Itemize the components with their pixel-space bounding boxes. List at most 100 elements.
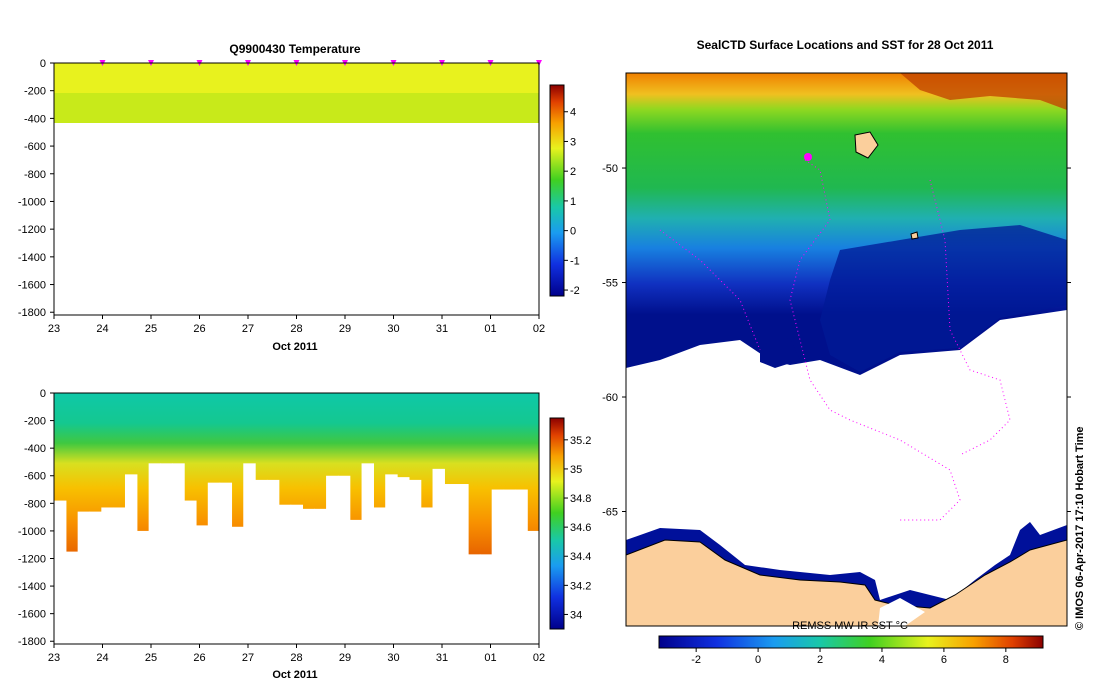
seal-track-3	[659, 229, 761, 351]
temperature-surface-layer	[54, 63, 539, 93]
ice-shelf-gap	[878, 598, 925, 626]
colorbar-tick-label: 34.6	[570, 522, 591, 534]
profile-blank-17	[255, 479, 268, 644]
profile-blank-32	[432, 468, 445, 644]
profile-blank-20	[290, 504, 304, 644]
x-tick-label: 26	[193, 652, 205, 664]
map-y-tick-label: -60	[602, 392, 618, 404]
profile-blank-26	[361, 463, 374, 644]
x-tick-label: 01	[484, 323, 496, 335]
profile-blank-21	[302, 179, 315, 315]
x-tick-label: 29	[339, 323, 351, 335]
profile-blank-24	[337, 475, 351, 644]
salinity-colorbar	[549, 417, 565, 630]
sst-colorbar-tick-label: 0	[755, 654, 761, 666]
x-tick-label: 24	[96, 652, 108, 664]
colorbar-tick-label: 0	[570, 226, 576, 238]
temperature-x-axis: 23 24 25 26 27 28 29 30 31 01 02	[48, 315, 545, 335]
x-tick-label: 25	[145, 323, 157, 335]
x-tick-label: 30	[387, 652, 399, 664]
profile-blank-36	[479, 225, 493, 315]
profile-blank-26	[361, 133, 374, 315]
profile-blank-20	[290, 175, 304, 315]
profile-blank-25	[349, 190, 363, 315]
profile-blank-38	[503, 489, 516, 644]
temperature-colorbar	[549, 84, 565, 297]
x-tick-label: 24	[96, 323, 108, 335]
colorbar-tick-label: -2	[570, 285, 580, 297]
profile-blank-9	[160, 463, 173, 644]
x-tick-label: 27	[242, 652, 254, 664]
y-tick-label: -200	[24, 416, 46, 428]
x-tick-label: 31	[436, 652, 448, 664]
y-tick-label: 0	[40, 58, 46, 70]
y-tick-label: -400	[24, 443, 46, 455]
x-tick-label: 30	[387, 323, 399, 335]
profile-blank-32	[432, 139, 445, 315]
colorbar-tick-label: 34	[570, 609, 582, 621]
salinity-blank-mask	[54, 463, 540, 644]
profile-blank-10	[172, 133, 185, 315]
x-tick-label: 02	[533, 652, 545, 664]
map-y-axis: -50 -55 -60 -65	[602, 163, 1071, 519]
profile-blank-13	[207, 153, 221, 315]
profile-blank-25	[349, 519, 363, 644]
y-tick-label: -1600	[18, 280, 46, 292]
profile-blank-16	[243, 463, 256, 644]
colorbar-tick-label: 34.4	[570, 551, 591, 563]
profile-blank-23	[326, 146, 339, 315]
profile-blank-28	[385, 144, 398, 315]
y-tick-label: -1400	[18, 252, 46, 264]
profile-blank-29	[397, 147, 410, 315]
profile-blank-2	[77, 511, 91, 644]
profile-blank-40	[527, 201, 540, 315]
y-tick-label: -200	[24, 86, 46, 98]
salinity-panel: 0 -200 -400 -600 -800 -1000 -1200 -1400 -1600 -18…	[18, 388, 592, 681]
profile-blank-3	[89, 182, 102, 315]
profile-blank-27	[373, 507, 386, 644]
profile-blank-33	[444, 484, 457, 644]
profile-blank-18	[266, 150, 280, 315]
profile-blank-21	[302, 508, 315, 644]
profile-blank-6	[124, 474, 138, 644]
sst-colorbar-tick-label: 2	[817, 654, 823, 666]
y-tick-label: -800	[24, 498, 46, 510]
island-small	[910, 231, 919, 240]
sst-map-panel: SealCTD Surface Locations and SST for 28…	[602, 38, 1086, 666]
y-tick-label: -1400	[18, 581, 46, 593]
temperature-panel: Q9900430 Temperature 0 -200 -400 -600 -800 -1…	[18, 42, 580, 353]
map-y-tick-label: -65	[602, 507, 618, 519]
profile-blank-30	[408, 150, 422, 315]
y-tick-label: -1600	[18, 609, 46, 621]
profile-blank-1	[65, 222, 79, 315]
profile-blank-22	[314, 179, 327, 315]
map-title: SealCTD Surface Locations and SST for 28…	[697, 38, 994, 52]
profile-blank-11	[184, 500, 197, 644]
profile-blank-39	[515, 489, 528, 644]
salinity-x-label: Oct 2011	[272, 669, 317, 681]
sst-colorbar-tick-label: 8	[1003, 654, 1009, 666]
temperature-colorbar-ticks: 4 3 2 1 0 -1 -2	[564, 107, 580, 297]
profile-blank-0	[54, 171, 67, 315]
profile-blank-30	[408, 479, 422, 644]
profile-blank-35	[468, 554, 481, 644]
x-tick-label: 01	[484, 652, 496, 664]
colorbar-tick-label: 34.8	[570, 493, 591, 505]
profile-blank-8	[148, 463, 162, 644]
y-tick-label: -800	[24, 169, 46, 181]
x-tick-label: 28	[290, 323, 302, 335]
cold-eddy	[760, 338, 800, 368]
credit-text: © IMOS 06-Apr-2017 17:10 Hobart Time	[1074, 426, 1086, 630]
profile-blank-31	[420, 507, 434, 644]
profile-blank-5	[113, 507, 126, 644]
profile-blank-28	[385, 474, 398, 644]
sst-colorbar-tick-label: 4	[879, 654, 885, 666]
x-tick-label: 23	[48, 323, 60, 335]
profile-blank-29	[397, 477, 410, 644]
profile-blank-40	[527, 530, 540, 644]
profile-blank-7	[136, 201, 150, 315]
profile-blank-0	[54, 500, 67, 644]
sst-colorbar-tick-label: -2	[691, 654, 701, 666]
profile-blank-3	[89, 511, 102, 644]
